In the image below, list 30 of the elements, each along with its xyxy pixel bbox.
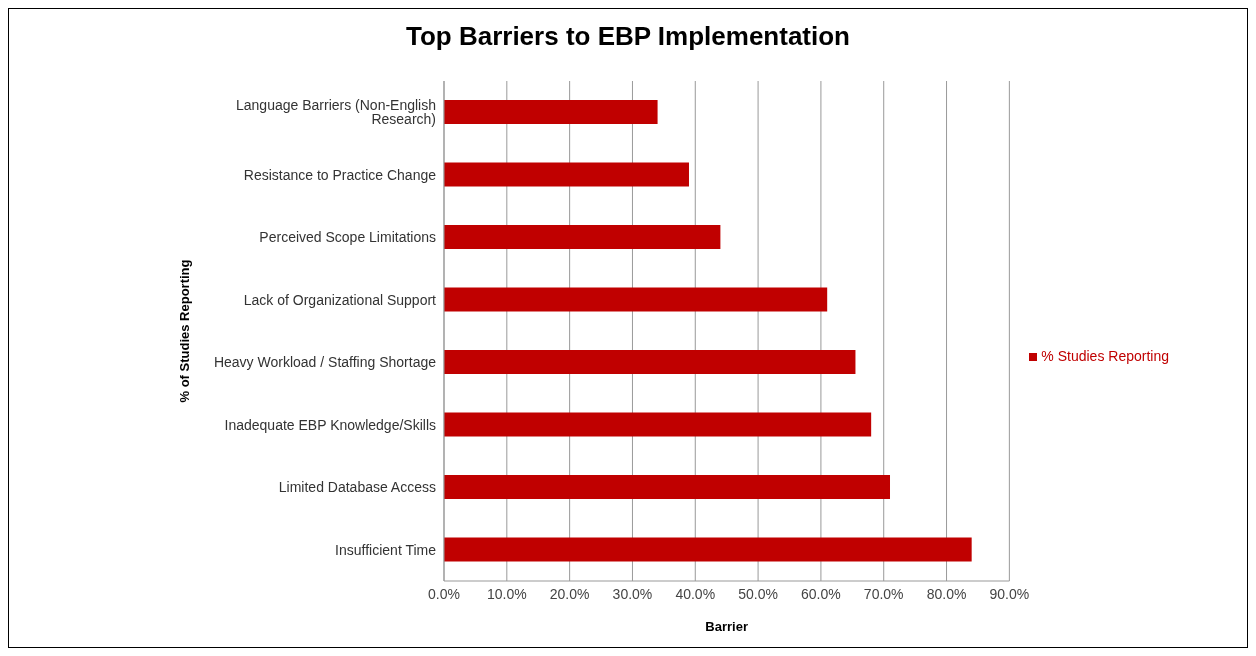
- x-tick-label: 70.0%: [863, 585, 904, 602]
- y-tick-label: Resistance to Practice Change: [243, 166, 437, 183]
- x-tick-label: 0.0%: [428, 585, 460, 602]
- chart-title: Top Barriers to EBP Implementation: [405, 20, 851, 53]
- y-tick-label: Perceived Scope Limitations: [259, 229, 436, 246]
- y-tick-label: Limited Database Access: [278, 479, 436, 496]
- y-tick-label: Heavy Workload / Staffing Shortage: [213, 354, 437, 371]
- y-tick-label: Insufficient Time: [335, 541, 437, 558]
- x-tick-label: 60.0%: [801, 585, 841, 602]
- x-tick-label: 30.0%: [612, 585, 653, 602]
- legend-label: % Studies Reporting: [1041, 348, 1169, 364]
- bar: [444, 287, 828, 312]
- x-axis-title: Barrier: [705, 619, 748, 634]
- x-tick-label: 80.0%: [926, 585, 967, 602]
- y-tick-label: Inadequate EBP Knowledge/Skills: [224, 416, 436, 433]
- bar: [444, 350, 856, 374]
- bar: [444, 412, 872, 437]
- bar: [444, 100, 658, 124]
- bar: [444, 162, 689, 187]
- x-tick-label: 40.0%: [675, 585, 716, 602]
- x-tick-label: 90.0%: [989, 585, 1030, 602]
- x-tick-label: 50.0%: [738, 585, 778, 602]
- y-axis-title: % of Studies Reporting: [176, 259, 192, 403]
- bar: [444, 225, 721, 249]
- y-tick-label: Lack of Organizational Support: [243, 291, 437, 308]
- y-tick-label: Language Barriers (Non-English Research): [236, 97, 436, 128]
- x-tick-label: 20.0%: [549, 585, 590, 602]
- bar: [444, 537, 972, 562]
- x-tick-label: 10.0%: [486, 585, 527, 602]
- bar: [444, 475, 891, 499]
